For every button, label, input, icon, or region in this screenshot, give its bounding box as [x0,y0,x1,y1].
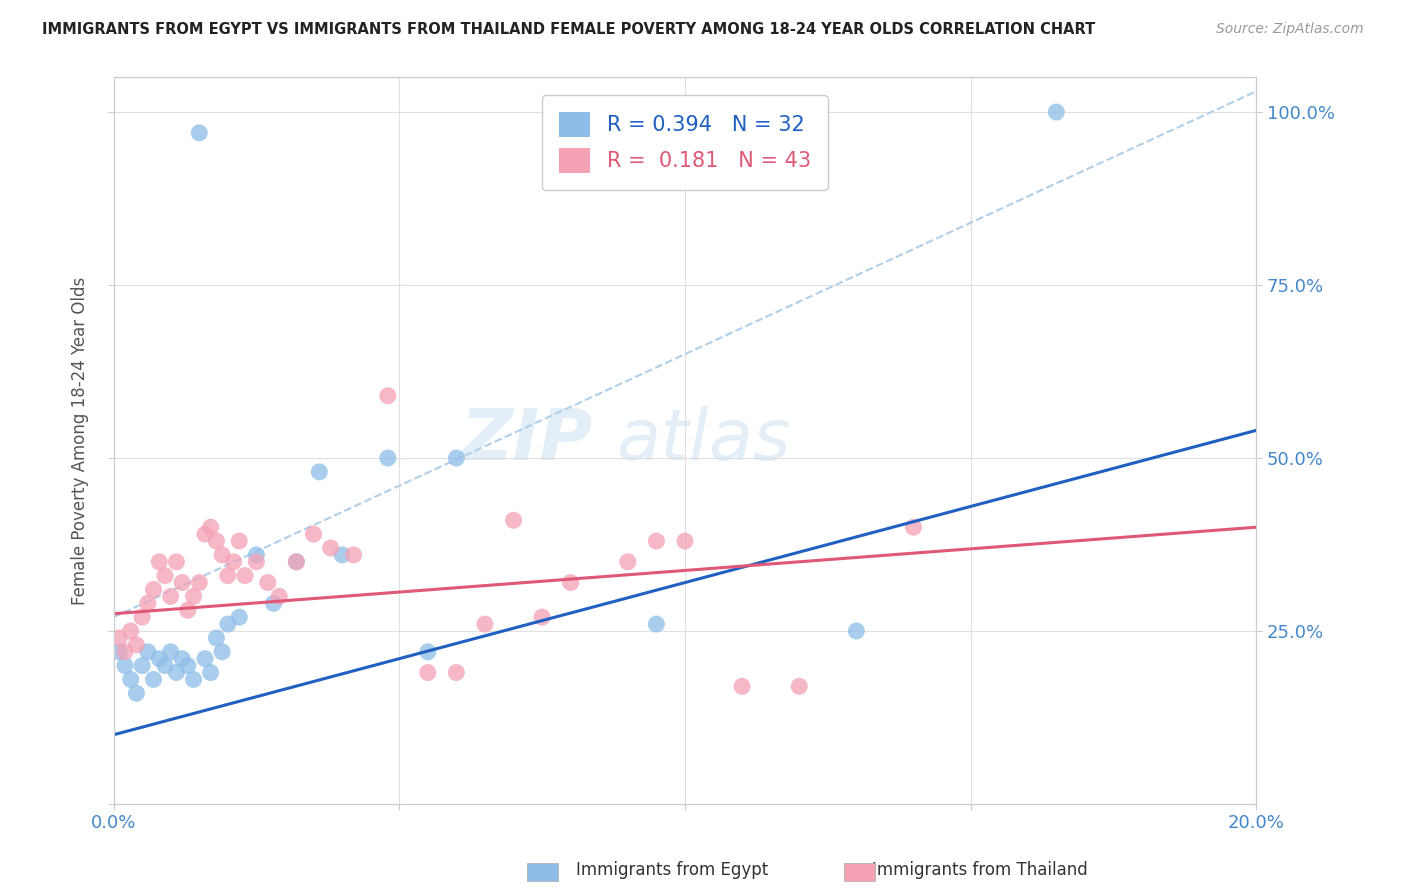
Point [342,548,364,562]
Legend: R = 0.394   N = 32, R =  0.181   N = 43: R = 0.394 N = 32, R = 0.181 N = 43 [543,95,828,190]
Text: Source: ZipAtlas.com: Source: ZipAtlas.com [1216,22,1364,37]
Point [228,610,250,624]
Point [1045,105,1067,120]
Point [148,555,170,569]
Point [269,590,291,604]
Point [131,658,153,673]
Point [114,645,136,659]
Point [211,645,233,659]
Point [159,590,181,604]
Text: ZIP: ZIP [461,406,593,475]
Point [319,541,342,555]
Point [256,575,278,590]
Point [177,603,200,617]
Point [531,610,554,624]
Point [617,555,640,569]
Point [114,658,136,673]
Point [217,617,239,632]
Point [142,673,165,687]
Point [217,568,239,582]
Point [263,596,285,610]
Point [645,617,668,632]
Point [845,624,868,638]
Point [194,651,217,665]
Point [200,665,222,680]
Text: Immigrants from Egypt: Immigrants from Egypt [576,861,769,879]
Point [308,465,330,479]
Y-axis label: Female Poverty Among 18-24 Year Olds: Female Poverty Among 18-24 Year Olds [72,277,89,605]
Point [245,555,267,569]
Point [172,575,194,590]
Point [222,555,245,569]
Point [165,555,187,569]
Point [136,596,159,610]
Point [120,624,142,638]
Point [159,645,181,659]
Point [673,534,696,549]
Point [120,673,142,687]
Point [645,534,668,549]
Point [416,645,439,659]
Point [285,555,308,569]
Point [148,651,170,665]
Point [233,568,256,582]
Point [188,575,211,590]
Point [183,673,205,687]
Point [153,658,176,673]
Point [302,527,325,541]
Point [177,658,200,673]
Point [446,665,468,680]
Point [211,548,233,562]
Text: IMMIGRANTS FROM EGYPT VS IMMIGRANTS FROM THAILAND FEMALE POVERTY AMONG 18-24 YEA: IMMIGRANTS FROM EGYPT VS IMMIGRANTS FROM… [42,22,1095,37]
Point [903,520,925,534]
Point [194,527,217,541]
Point [285,555,308,569]
Point [131,610,153,624]
Point [245,548,267,562]
Point [136,645,159,659]
Point [183,590,205,604]
Point [474,617,496,632]
Point [446,450,468,465]
Point [228,534,250,549]
Point [172,651,194,665]
Text: atlas: atlas [616,406,792,475]
Point [731,679,754,693]
Point [125,686,148,700]
Point [205,534,228,549]
Point [330,548,353,562]
Point [377,450,399,465]
Point [125,638,148,652]
Point [108,645,131,659]
Point [200,520,222,534]
Point [502,513,524,527]
Point [108,631,131,645]
Point [142,582,165,597]
Point [560,575,582,590]
Point [165,665,187,680]
Point [153,568,176,582]
Point [188,126,211,140]
Point [377,389,399,403]
Point [416,665,439,680]
Text: Immigrants from Thailand: Immigrants from Thailand [872,861,1087,879]
Point [787,679,810,693]
Point [205,631,228,645]
